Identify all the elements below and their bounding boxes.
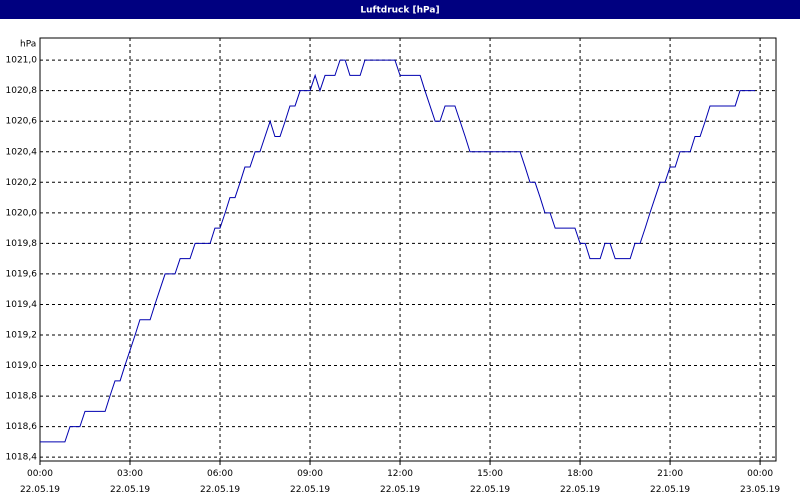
- y-tick-label: 1019,4: [6, 300, 38, 310]
- y-tick-label: 1019,0: [6, 361, 38, 371]
- y-tick-label: 1019,8: [6, 239, 38, 249]
- y-tick-label: 1020,4: [6, 147, 38, 157]
- x-tick-label: 12:00 22.05.19: [380, 469, 420, 495]
- y-tick-label: 1018,4: [6, 453, 38, 463]
- y-tick-label: 1019,6: [6, 269, 38, 279]
- y-tick-label: 1019,2: [6, 331, 38, 341]
- y-tick-label: 1018,8: [6, 392, 38, 402]
- y-tick-label: 1020,0: [6, 208, 38, 218]
- y-axis-unit: hPa: [20, 40, 36, 50]
- chart-title: Luftdruck [hPa]: [360, 6, 439, 16]
- title-bar: [0, 0, 800, 19]
- y-tick-label: 1021,0: [6, 56, 38, 66]
- y-tick-label: 1020,6: [6, 117, 38, 127]
- x-tick-label: 09:00 22.05.19: [290, 469, 330, 495]
- y-tick-label: 1020,8: [6, 86, 38, 96]
- x-tick-label: 21:00 22.05.19: [650, 469, 690, 495]
- x-tick-label: 15:00 22.05.19: [470, 469, 510, 495]
- x-tick-label: 00:00 22.05.19: [20, 469, 60, 495]
- y-tick-label: 1018,6: [6, 422, 38, 432]
- data-line: [40, 59, 755, 443]
- x-tick-label: 06:00 22.05.19: [200, 469, 240, 495]
- x-tick-label: 18:00 22.05.19: [560, 469, 600, 495]
- plot-frame: [39, 37, 777, 462]
- x-tick-label: 00:00 23.05.19: [740, 469, 780, 495]
- x-tick-label: 03:00 22.05.19: [110, 469, 150, 495]
- y-tick-label: 1020,2: [6, 178, 38, 188]
